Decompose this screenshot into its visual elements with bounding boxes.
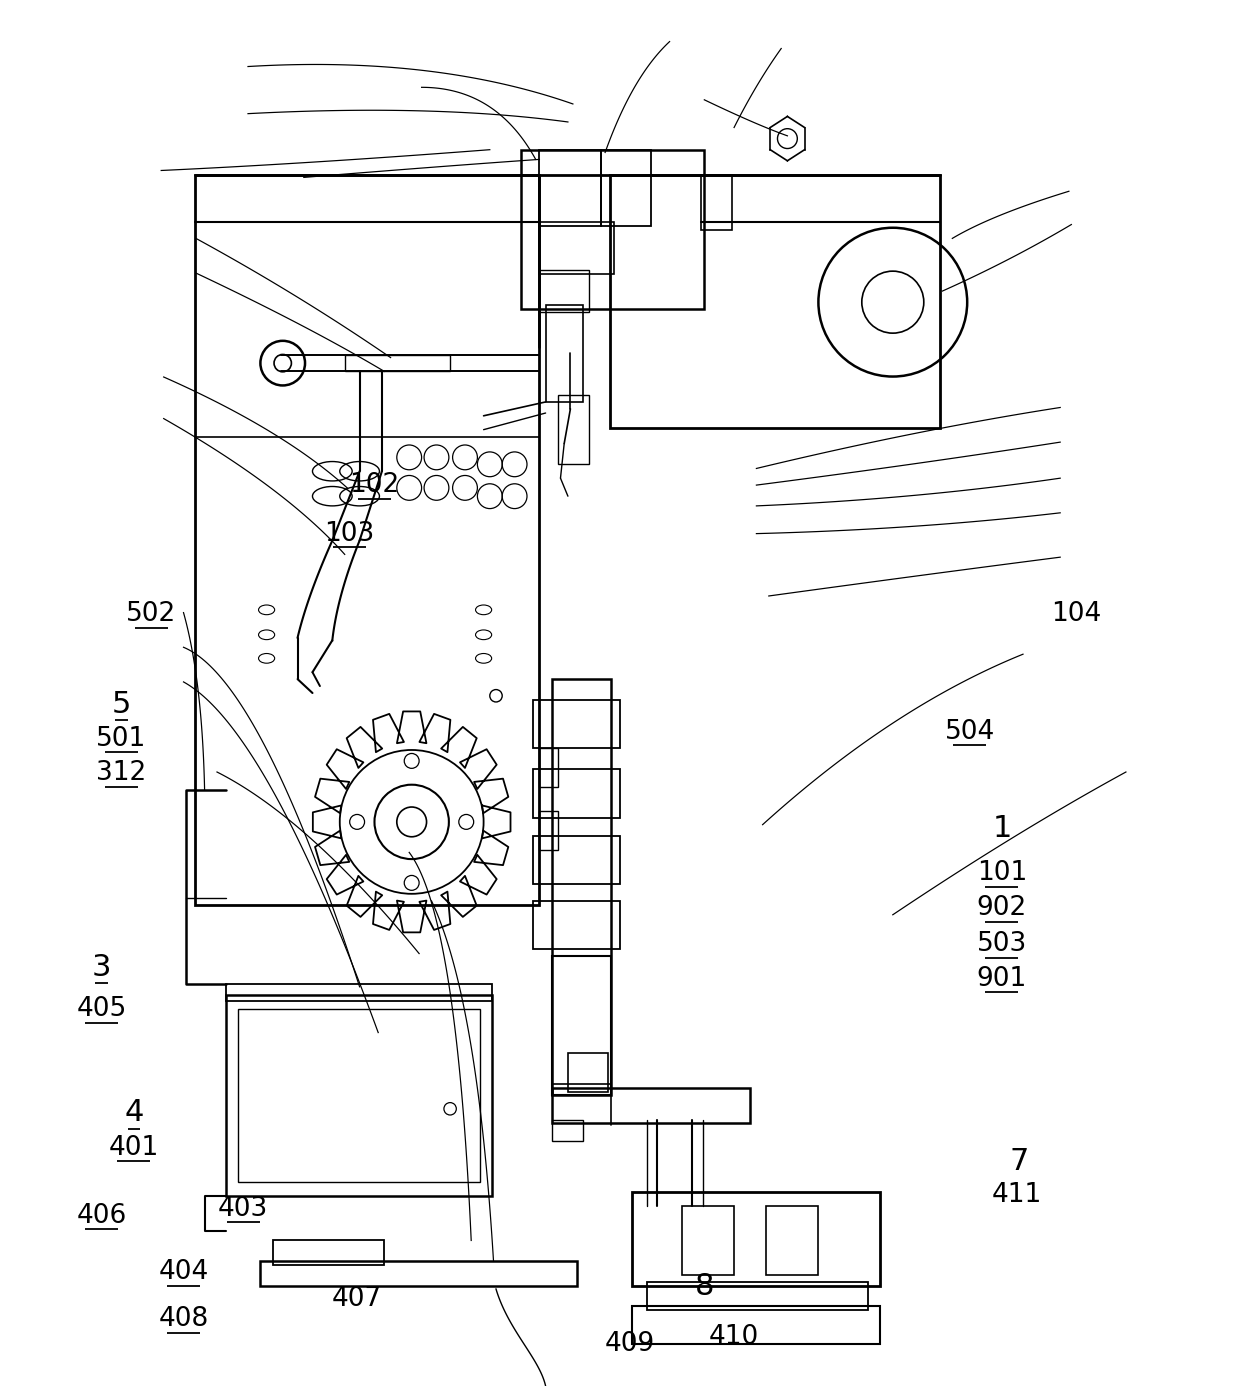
Text: 103: 103 bbox=[325, 521, 374, 546]
Text: 312: 312 bbox=[97, 761, 146, 786]
Text: 7: 7 bbox=[1009, 1148, 1029, 1175]
Text: 504: 504 bbox=[945, 719, 994, 744]
Bar bbox=[682, 1206, 734, 1275]
Text: 501: 501 bbox=[97, 726, 146, 751]
Bar bbox=[647, 1282, 868, 1310]
Bar bbox=[539, 270, 589, 312]
Bar bbox=[226, 984, 492, 1001]
Text: 406: 406 bbox=[77, 1203, 126, 1228]
Text: 3: 3 bbox=[92, 954, 112, 981]
Text: 4: 4 bbox=[124, 1099, 144, 1127]
Bar bbox=[552, 1088, 750, 1123]
Text: 502: 502 bbox=[126, 602, 176, 626]
Text: 5: 5 bbox=[112, 690, 131, 718]
Bar bbox=[539, 748, 558, 787]
Text: 8: 8 bbox=[694, 1272, 714, 1300]
Bar bbox=[568, 1053, 608, 1092]
Bar bbox=[552, 1120, 583, 1141]
Text: 401: 401 bbox=[109, 1135, 159, 1160]
Bar bbox=[533, 836, 620, 884]
Bar bbox=[610, 175, 940, 428]
Bar bbox=[273, 1240, 384, 1265]
Bar bbox=[226, 995, 492, 1196]
Text: 403: 403 bbox=[218, 1196, 268, 1221]
Bar bbox=[539, 222, 614, 274]
Bar bbox=[238, 1009, 480, 1182]
Bar bbox=[632, 1192, 880, 1286]
Bar bbox=[539, 150, 601, 226]
Bar bbox=[260, 1261, 577, 1286]
Text: 405: 405 bbox=[77, 997, 126, 1021]
Text: 901: 901 bbox=[977, 966, 1027, 991]
Bar bbox=[632, 1306, 880, 1344]
Text: 1: 1 bbox=[992, 815, 1012, 843]
Text: 404: 404 bbox=[159, 1260, 208, 1285]
Text: 408: 408 bbox=[159, 1307, 208, 1332]
Bar bbox=[533, 700, 620, 748]
Bar bbox=[766, 1206, 818, 1275]
Bar bbox=[601, 150, 651, 226]
Bar bbox=[533, 769, 620, 818]
Bar bbox=[558, 395, 589, 464]
Bar bbox=[345, 355, 450, 371]
Bar bbox=[552, 679, 611, 1095]
Bar bbox=[701, 175, 732, 230]
Text: 410: 410 bbox=[709, 1325, 759, 1350]
Text: 409: 409 bbox=[605, 1332, 655, 1357]
Text: 407: 407 bbox=[332, 1286, 382, 1311]
Text: 503: 503 bbox=[977, 931, 1027, 956]
Text: 411: 411 bbox=[992, 1182, 1042, 1207]
Text: 102: 102 bbox=[350, 473, 399, 498]
Bar bbox=[195, 175, 539, 905]
Bar bbox=[521, 150, 704, 309]
Text: 104: 104 bbox=[1052, 602, 1101, 626]
Bar bbox=[546, 305, 583, 402]
Text: 902: 902 bbox=[977, 895, 1027, 920]
Bar bbox=[533, 901, 620, 949]
Text: 101: 101 bbox=[977, 861, 1027, 886]
Bar bbox=[552, 956, 611, 1095]
Bar bbox=[539, 811, 558, 850]
